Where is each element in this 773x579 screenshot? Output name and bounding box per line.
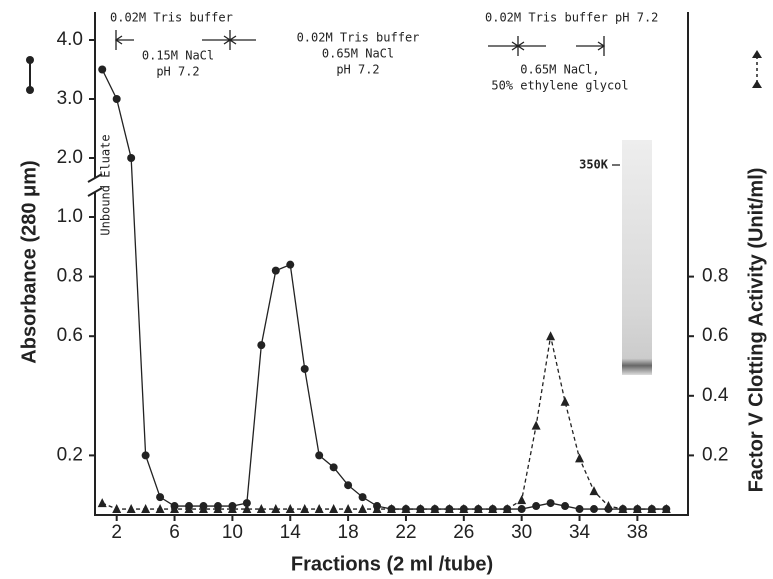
x-tick-label: 10	[222, 522, 243, 543]
data-point	[98, 66, 106, 74]
data-point	[561, 502, 569, 510]
data-point	[127, 504, 136, 513]
data-point	[589, 486, 598, 495]
data-point	[156, 493, 164, 501]
y-tick-label: 0.8	[57, 266, 83, 287]
data-point	[518, 505, 526, 513]
data-point	[532, 421, 541, 430]
x-tick-label: 34	[569, 522, 591, 543]
data-point	[98, 498, 107, 507]
data-point	[272, 267, 280, 275]
y-axis-title: Absorbance (280 μm)	[18, 160, 40, 363]
y-tick-label: 1.0	[57, 206, 83, 227]
annotation: 0.02M Tris buffer	[110, 11, 233, 25]
annotation: 0.02M Tris buffer	[297, 31, 420, 45]
data-point	[590, 505, 598, 513]
y2-axis-title: Factor V Clotting Activity (Unit/ml)	[745, 168, 767, 493]
annotation: pH 7.2	[336, 63, 379, 77]
data-point	[329, 504, 338, 513]
data-point	[546, 331, 555, 340]
y-tick-label: 2.0	[57, 147, 83, 168]
annotation: Unbound Eluate	[99, 134, 113, 235]
series-line	[102, 336, 666, 509]
x-tick-label: 14	[280, 522, 302, 543]
y2-tick-label: 0.2	[702, 444, 728, 465]
annotation: 350K	[579, 158, 609, 172]
data-point	[575, 453, 584, 462]
data-point	[359, 493, 367, 501]
data-point	[112, 504, 121, 513]
y-legend-glyph	[26, 56, 34, 94]
data-point	[547, 499, 555, 507]
y-tick-label: 4.0	[57, 29, 83, 50]
data-point	[141, 504, 150, 513]
y-tick-label: 0.2	[57, 444, 83, 465]
y2-tick-label: 0.8	[702, 266, 728, 287]
series-line	[102, 70, 666, 510]
data-point	[315, 451, 323, 459]
x-tick-label: 30	[511, 522, 532, 543]
data-point	[315, 504, 324, 513]
data-point	[127, 154, 135, 162]
x-axis-title: Fractions (2 ml /tube)	[291, 553, 493, 575]
x-tick-label: 22	[395, 522, 416, 543]
data-point	[142, 451, 150, 459]
data-point	[561, 397, 570, 406]
data-point	[517, 495, 526, 504]
y2-tick-label: 0.4	[702, 385, 729, 406]
data-point	[113, 95, 121, 103]
data-point	[330, 463, 338, 471]
annotation: pH 7.2	[156, 65, 199, 79]
chart: 350K 0.02M Tris buffer 0.15M NaCl pH 7.2…	[0, 0, 773, 579]
y2-legend-glyph	[752, 50, 762, 88]
annotation: 0.65M NaCl	[322, 47, 394, 61]
annotation: 0.02M Tris buffer pH 7.2	[485, 11, 658, 25]
annotation: 50% ethylene glycol	[491, 79, 628, 93]
data-point	[286, 261, 294, 269]
data-point	[532, 502, 540, 510]
x-tick-label: 26	[453, 522, 474, 543]
data-point	[358, 504, 367, 513]
x-tick-label: 2	[111, 522, 122, 543]
data-point	[344, 481, 352, 489]
data-point	[344, 504, 353, 513]
data-point	[301, 365, 309, 373]
data-point	[257, 341, 265, 349]
annotation: 0.15M NaCl	[142, 49, 214, 63]
y2-tick-label: 0.6	[702, 325, 728, 346]
gel-lane	[622, 140, 652, 375]
data-point	[156, 504, 165, 513]
x-tick-label: 38	[627, 522, 648, 543]
y-tick-label: 0.6	[57, 325, 83, 346]
x-tick-label: 6	[169, 522, 180, 543]
data-point	[576, 505, 584, 513]
annotation: 0.65M NaCl,	[520, 63, 599, 77]
y-tick-label: 3.0	[57, 88, 83, 109]
x-tick-label: 18	[338, 522, 359, 543]
